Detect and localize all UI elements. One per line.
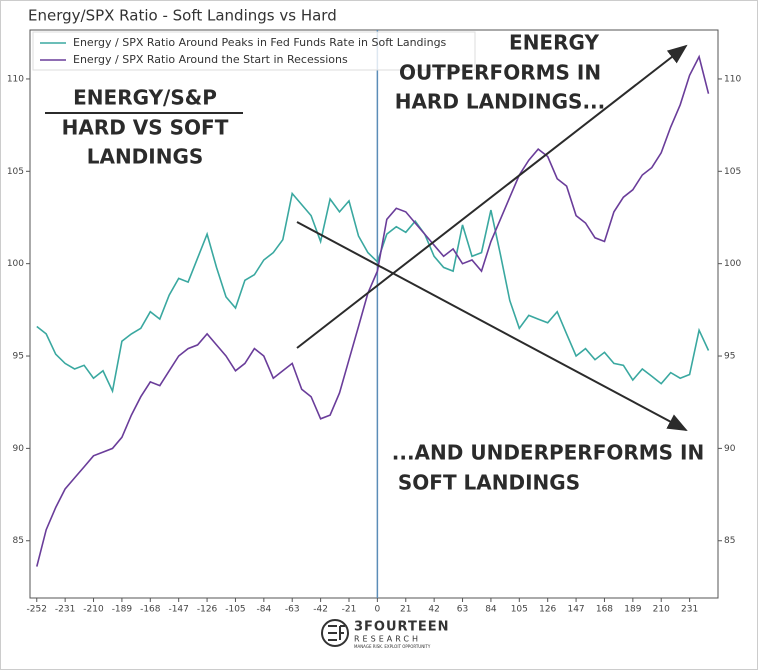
logo-name: 3FOURTEEN xyxy=(354,620,449,635)
x-tick-label: -105 xyxy=(225,605,245,615)
x-tick-label: -210 xyxy=(83,605,104,615)
logo-mark xyxy=(321,619,349,647)
annotation: SOFT LANDINGS xyxy=(398,471,580,495)
x-tick-label: -189 xyxy=(112,605,133,615)
legend-label: Energy / SPX Ratio Around Peaks in Fed F… xyxy=(73,36,447,49)
plot: 85 85 90 90 95 95 100 100 105 105 110 110 -252 -231 -2… xyxy=(7,30,741,615)
y-tick-label: 95 xyxy=(13,352,24,362)
y-tick-label: 90 xyxy=(13,444,25,454)
y-tick-label: 105 xyxy=(7,167,24,177)
arrow xyxy=(296,44,688,349)
x-tick-label: -147 xyxy=(168,605,188,615)
x-tick-label: -252 xyxy=(27,605,47,615)
y2-tick-label: 105 xyxy=(724,167,741,177)
logo-glyph xyxy=(328,625,345,641)
annotation: ENERGY xyxy=(509,31,599,55)
x-tick-label: -126 xyxy=(197,605,218,615)
series-line xyxy=(36,191,710,394)
x-tick-label: 21 xyxy=(400,605,411,615)
y-tick-label: 110 xyxy=(7,74,24,84)
series-line xyxy=(36,54,710,567)
annotation: OUTPERFORMS IN xyxy=(399,61,601,85)
x-tick-label: 210 xyxy=(653,605,670,615)
y-tick-label: 100 xyxy=(7,259,24,269)
logo-tagline: MANAGE RISK. EXPLOIT OPPORTUNITY xyxy=(354,644,431,649)
x-tick-label: 126 xyxy=(539,605,556,615)
x-tick-label: 189 xyxy=(624,605,641,615)
y2-tick-label: 90 xyxy=(724,444,736,454)
logo-sub: RESEARCH xyxy=(354,635,421,644)
annotation: HARD VS SOFT xyxy=(62,116,229,140)
y2-tick-label: 95 xyxy=(724,352,735,362)
x-tick-label: -231 xyxy=(55,605,75,615)
x-tick-label: 168 xyxy=(596,605,613,615)
legend-box xyxy=(32,31,476,71)
x-tick-label: -84 xyxy=(256,605,271,615)
annotation: ...AND UNDERPERFORMS IN xyxy=(392,441,704,465)
annotation: LANDINGS xyxy=(87,145,204,169)
x-tick-label: -168 xyxy=(140,605,161,615)
y2-tick-label: 110 xyxy=(724,74,741,84)
x-tick-label: 42 xyxy=(428,605,439,615)
y-tick-label: 85 xyxy=(13,536,24,546)
chart-title: Energy/SPX Ratio - Soft Landings vs Hard xyxy=(28,7,337,25)
arrow xyxy=(296,221,688,431)
legend-label: Energy / SPX Ratio Around the Start in R… xyxy=(73,53,348,66)
x-tick-label: -42 xyxy=(313,605,328,615)
x-tick-label: 63 xyxy=(457,605,468,615)
x-tick-label: -21 xyxy=(342,605,357,615)
annotation: ENERGY/S&P xyxy=(73,86,217,110)
x-tick-label: -63 xyxy=(285,605,300,615)
plot-area xyxy=(29,29,719,599)
y2-tick-label: 100 xyxy=(724,259,741,269)
x-tick-label: 84 xyxy=(485,605,497,615)
annotation: HARD LANDINGS... xyxy=(395,90,606,114)
y2-tick-label: 85 xyxy=(724,536,735,546)
x-tick-label: 0 xyxy=(375,605,381,615)
x-tick-label: 147 xyxy=(567,605,584,615)
x-tick-label: 231 xyxy=(681,605,698,615)
x-tick-label: 105 xyxy=(511,605,528,615)
legend: Energy / SPX Ratio Around Peaks in Fed F… xyxy=(40,36,447,66)
